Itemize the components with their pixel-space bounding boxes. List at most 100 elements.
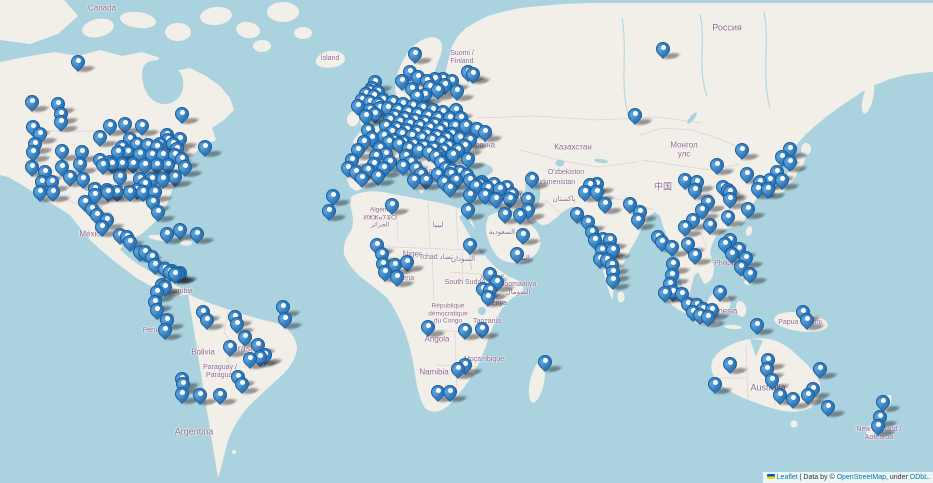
marker-dot: [387, 158, 393, 163]
map-label: México: [79, 229, 105, 239]
map-label: Namibia: [419, 367, 449, 377]
marker-dot: [127, 188, 133, 193]
marker-dot: [722, 240, 728, 245]
ukraine-flag-icon: [766, 474, 775, 479]
marker-dot: [787, 145, 793, 150]
marker-dot: [610, 246, 616, 251]
marker-dot: [383, 150, 389, 155]
marker-dot: [142, 180, 148, 185]
marker-dot: [127, 238, 133, 243]
marker-dot: [745, 205, 751, 210]
marker-dot: [660, 45, 666, 50]
marker-dot: [447, 114, 453, 119]
marker-dot: [80, 175, 86, 180]
marker-dot: [152, 261, 158, 266]
marker-dot: [439, 138, 445, 143]
marker-dot: [97, 133, 103, 138]
marker-dot: [37, 188, 43, 193]
marker-dot: [465, 155, 471, 160]
marker-dot: [804, 316, 810, 321]
marker-dot: [39, 178, 45, 183]
marker-dot: [155, 208, 161, 213]
map-label: Indonesia: [702, 306, 738, 316]
map-label: Kenya: [487, 299, 507, 307]
marker-dot: [179, 390, 185, 395]
marker-dot: [349, 156, 355, 161]
marker-dot: [757, 178, 763, 183]
marker-dot: [359, 174, 365, 179]
marker-dot: [407, 68, 413, 73]
marker-dot: [142, 161, 148, 166]
marker-dot: [470, 70, 476, 75]
marker-dot: [165, 161, 171, 166]
marker-dot: [491, 180, 497, 185]
marker-dot: [607, 236, 613, 241]
marker-dot: [467, 176, 473, 181]
map-label: Algérie ⵍⵣⵣⴰⵢⴻⵔ الجزائر: [363, 206, 397, 229]
marker-dot: [247, 355, 253, 360]
odbl-link[interactable]: ODbL: [909, 474, 929, 481]
marker-dot: [371, 92, 377, 97]
osm-link[interactable]: OpenStreetMap: [836, 474, 886, 481]
marker-dot: [408, 158, 414, 163]
marker-dot: [160, 151, 166, 156]
marker-dot: [419, 134, 425, 139]
marker-dot: [410, 102, 416, 107]
marker-dot: [442, 81, 448, 86]
marker-dot: [280, 303, 286, 308]
marker-dot: [374, 241, 380, 246]
marker-dot: [361, 138, 367, 143]
marker-dot: [599, 246, 605, 251]
marker-dot: [177, 226, 183, 231]
marker-dot: [383, 122, 389, 127]
marker-dot: [525, 195, 531, 200]
marker-dot: [400, 162, 406, 167]
marker-dot: [438, 158, 444, 163]
leaflet-link[interactable]: Leaflet: [776, 474, 798, 481]
marker-dot: [458, 114, 464, 119]
marker-dot: [363, 90, 369, 95]
marker-dot: [372, 110, 378, 115]
marker-dot: [594, 188, 600, 193]
marker-dot: [367, 98, 373, 103]
marker-dot: [765, 356, 771, 361]
marker-dot: [32, 140, 38, 145]
marker-dot: [89, 205, 95, 210]
marker-dot: [400, 100, 406, 105]
marker-dot: [385, 104, 391, 109]
marker-dot: [30, 148, 36, 153]
marker-dot: [387, 116, 393, 121]
marker-dot: [365, 166, 371, 171]
marker-dot: [154, 161, 160, 166]
map-label: پاکستان: [552, 195, 576, 203]
marker-dot: [520, 231, 526, 236]
marker-dot: [529, 175, 535, 180]
marker-dot: [29, 98, 35, 103]
attribution-middle: , under: [886, 474, 910, 481]
marker-dot: [479, 325, 485, 330]
marker-dot: [727, 360, 733, 365]
marker-dot: [662, 289, 668, 294]
map-label: ليبيا: [432, 221, 444, 229]
marker-dot: [422, 91, 428, 96]
marker-dot: [55, 100, 61, 105]
marker-dot: [880, 398, 886, 403]
map-label: Australia: [750, 382, 786, 393]
marker-dot: [82, 198, 88, 203]
marker-dot: [685, 300, 691, 305]
marker-dot: [37, 130, 43, 135]
marker-dot: [140, 188, 146, 193]
map-label: السعودية: [488, 228, 516, 236]
marker-dot: [707, 221, 713, 226]
marker-dot: [725, 213, 731, 218]
map-label: South Sudan: [444, 278, 486, 286]
marker-dot: [377, 144, 383, 149]
marker-dot: [392, 261, 398, 266]
marker-dot: [592, 236, 598, 241]
marker-dot: [232, 313, 238, 318]
marker-dot: [754, 321, 760, 326]
marker-dot: [371, 160, 377, 165]
marker-dot: [172, 173, 178, 178]
marker-dot: [239, 380, 245, 385]
